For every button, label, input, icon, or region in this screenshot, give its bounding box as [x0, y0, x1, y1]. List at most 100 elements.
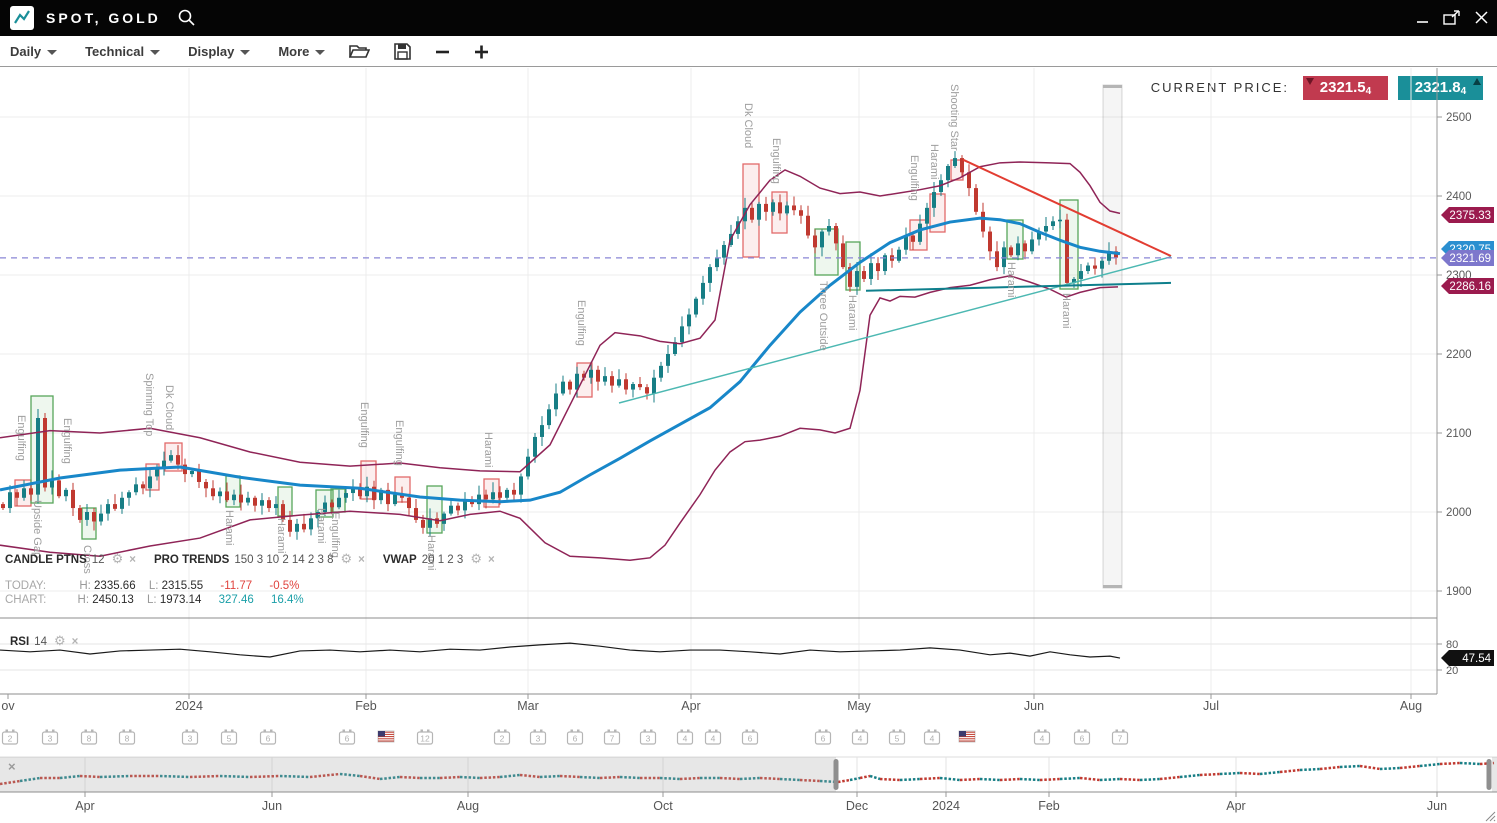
menu-display[interactable]: Display	[188, 44, 251, 59]
calendar-icon[interactable]	[41, 731, 59, 745]
search-icon[interactable]	[175, 6, 199, 30]
menu-technical[interactable]: Technical	[85, 44, 161, 59]
calendar-icon[interactable]	[416, 731, 434, 745]
calendar-day: 3	[646, 734, 651, 744]
navigator-minichart	[1019, 777, 1041, 782]
calendar-icon[interactable]	[118, 731, 136, 745]
pattern-box	[30, 395, 54, 504]
calendar-icon[interactable]	[1073, 731, 1091, 745]
calendar-icon[interactable]	[676, 731, 694, 745]
candle	[64, 489, 68, 497]
navigator-handle-right[interactable]	[1486, 759, 1492, 790]
calendar-icon[interactable]	[181, 731, 199, 745]
calendar-icon[interactable]	[851, 731, 869, 745]
gear-icon[interactable]: ⚙	[111, 551, 124, 566]
calendar-ring	[927, 729, 930, 733]
resize-grip-icon[interactable]	[1489, 815, 1496, 822]
us-flag-canton	[378, 731, 385, 737]
navigator-minichart	[499, 773, 521, 779]
calendar-ring	[45, 729, 48, 733]
calendar-ring	[1084, 729, 1087, 733]
calendar-icon[interactable]	[220, 731, 238, 745]
calendar-day: 7	[610, 734, 615, 744]
candle	[22, 488, 26, 498]
candle	[1065, 219, 1069, 283]
menu-more[interactable]: More	[278, 44, 326, 59]
calendar-ring	[231, 729, 234, 733]
calendar-day: 2	[500, 734, 505, 744]
zoom-in-icon[interactable]	[474, 44, 489, 59]
chart-change: 327.46	[218, 594, 254, 606]
calendar-icon[interactable]	[888, 731, 906, 745]
calendar-icon[interactable]	[741, 731, 759, 745]
navigator-month-label: Jun	[1427, 799, 1447, 813]
calendar-icon[interactable]	[259, 731, 277, 745]
navigator-minichart	[869, 774, 881, 781]
indicator-candle-ptns: CANDLE PTNS	[5, 554, 87, 566]
navigator-minichart	[539, 774, 561, 779]
close-icon[interactable]: ×	[129, 554, 136, 566]
close-icon[interactable]	[1475, 11, 1489, 25]
save-icon[interactable]	[394, 42, 412, 60]
pattern-label: Engulfing	[770, 138, 782, 184]
minimize-button[interactable]	[1417, 11, 1429, 25]
calendar-icon[interactable]	[529, 731, 547, 745]
candle	[624, 379, 628, 390]
rsi-legend: RSI 14 ⚙ ×	[10, 633, 79, 648]
calendar-icon[interactable]	[338, 731, 356, 745]
candle	[386, 489, 390, 505]
highlight-band[interactable]	[1102, 84, 1123, 589]
popout-button[interactable]	[1443, 10, 1461, 26]
today-stats-row: TODAY: H: 2335.66 L: 2315.55 -11.77 -0.5…	[5, 580, 300, 592]
resize-grip-icon[interactable]	[1493, 819, 1496, 822]
pattern-label: Three Outside	[817, 281, 829, 351]
navigator-minichart	[399, 775, 421, 780]
navigator-minichart	[459, 775, 481, 780]
navigator-month-label: Jun	[262, 799, 282, 813]
candle	[869, 263, 873, 279]
chart-canvas[interactable]: 25002400230022002100200019008020Engulfin…	[0, 67, 1497, 823]
gear-icon[interactable]: ⚙	[340, 551, 353, 566]
calendar-day: 6	[345, 734, 350, 744]
calendar-ring	[91, 729, 94, 733]
calendar-ring	[420, 729, 423, 733]
calendar-icon[interactable]	[80, 731, 98, 745]
candle	[8, 492, 12, 509]
zoom-out-icon[interactable]	[435, 44, 450, 59]
navigator-minichart	[439, 775, 461, 780]
calendar-icon[interactable]	[923, 731, 941, 745]
candle	[281, 504, 285, 520]
pattern-label: Dk Cloud	[742, 103, 754, 148]
calendar-icon[interactable]	[493, 731, 511, 745]
candle	[708, 267, 712, 283]
navigator-handle-left[interactable]	[833, 759, 839, 790]
calendar-icon[interactable]	[814, 731, 832, 745]
calendar-icon[interactable]	[704, 731, 722, 745]
candle	[43, 417, 47, 488]
navigator-close-icon[interactable]: ×	[8, 759, 16, 774]
calendar-icon[interactable]	[566, 731, 584, 745]
navigator-minichart	[1139, 777, 1161, 782]
resize-grip-icon[interactable]	[1485, 811, 1496, 822]
candle	[267, 500, 271, 509]
gear-icon[interactable]: ⚙	[470, 551, 482, 566]
menu-daily[interactable]: Daily	[10, 44, 58, 59]
candle	[911, 235, 915, 242]
candle	[211, 488, 215, 497]
calendar-icon[interactable]	[1, 731, 19, 745]
gear-icon[interactable]: ⚙	[53, 633, 66, 648]
chevron-down-icon	[47, 49, 58, 55]
close-icon[interactable]: ×	[71, 636, 79, 648]
navigator-minichart	[1479, 761, 1495, 766]
candle	[596, 369, 600, 382]
open-folder-icon[interactable]	[349, 43, 371, 59]
calendar-icon[interactable]	[603, 731, 621, 745]
navigator-minichart	[759, 776, 781, 781]
close-icon[interactable]: ×	[358, 554, 365, 566]
calendar-icon[interactable]	[1111, 731, 1129, 745]
candle	[813, 235, 817, 248]
close-icon[interactable]: ×	[487, 554, 495, 566]
calendar-icon[interactable]	[639, 731, 657, 745]
navigator-minichart	[279, 774, 311, 779]
calendar-icon[interactable]	[1033, 731, 1051, 745]
